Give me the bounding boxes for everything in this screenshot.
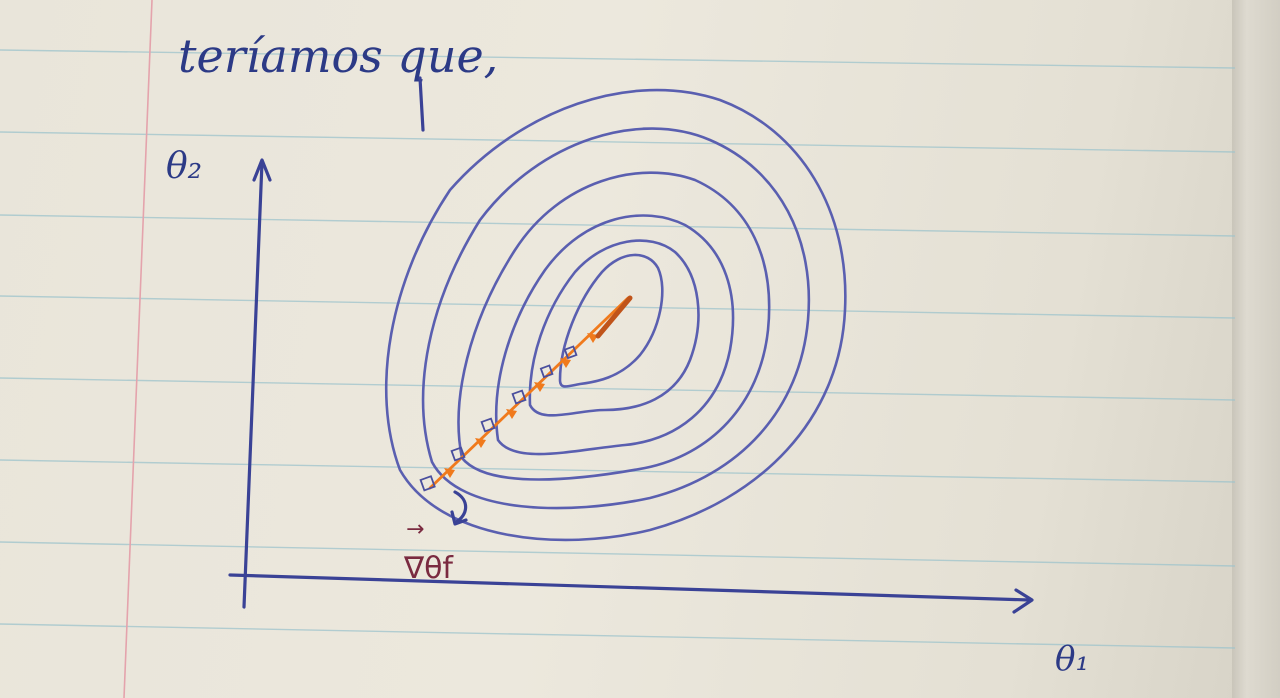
contour-2 [421,127,811,510]
y-axis [242,158,272,609]
step-arrow-2 [475,438,486,448]
step-arrow-4 [534,382,545,392]
step-arrow-6 [587,333,598,343]
contour-3 [457,171,771,481]
descent-point-6 [563,345,578,360]
step-arrow-3 [506,409,517,419]
gradient-label: ∇θf [403,551,454,586]
contour-6 [558,253,664,388]
descent-point-3 [480,417,496,433]
gradient-pointer [453,490,468,524]
heading-text: teríamos que, [178,29,498,83]
descent-point-2 [450,446,466,462]
x-axis-label: θ₁ [1055,639,1089,679]
descent-path [428,295,633,490]
contour-lines [384,88,847,542]
step-arrow-1 [444,468,455,478]
descent-point-1 [419,475,436,492]
step-arrow-5 [560,358,571,368]
step-arrow-7 [595,295,633,339]
heading-stroke [418,76,425,132]
contour-1 [384,88,847,542]
gradient-pointer-head [450,510,468,526]
descent-point-5 [539,364,554,379]
margin-line [123,0,153,698]
contour-4 [494,214,735,456]
x-axis [228,573,1034,614]
page-edge [1232,0,1280,698]
gradient-vector-arrow: → [406,517,424,542]
contour-5 [528,239,700,417]
y-axis-label: θ₂ [166,146,202,187]
descent-point-4 [511,389,527,405]
ruled-lines [0,49,1236,649]
descent-points [419,345,578,492]
